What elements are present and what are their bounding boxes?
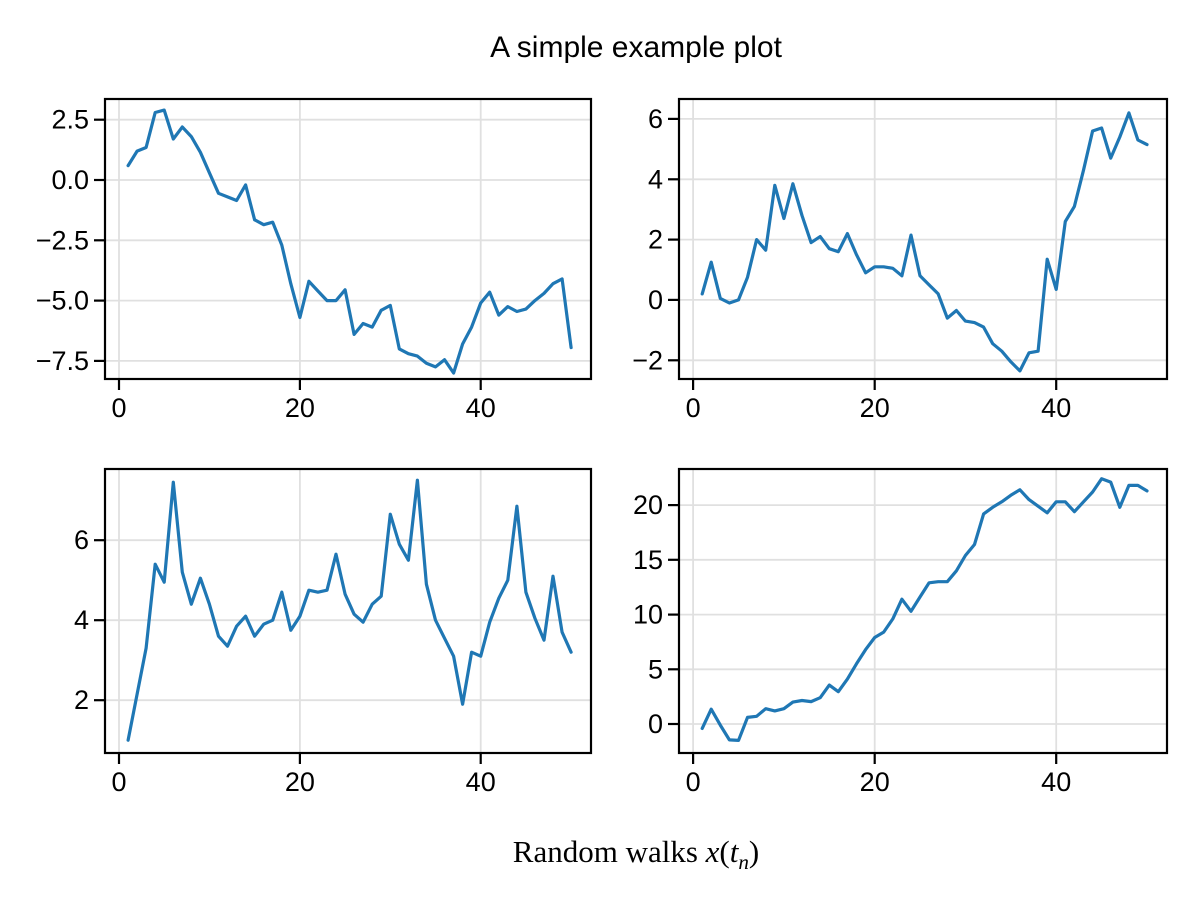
- xlabel-var-x: x: [705, 834, 720, 869]
- x-tick-label: 40: [1041, 393, 1071, 423]
- y-tick-label: −2.5: [36, 225, 89, 255]
- series-line: [700, 111, 1149, 373]
- xlabel-var-t: t: [729, 834, 739, 869]
- y-tick-label: 15: [633, 545, 663, 575]
- x-tick-label: 0: [111, 393, 126, 423]
- y-tick-label: 4: [74, 605, 89, 635]
- y-tick-label: −7.5: [36, 346, 89, 376]
- x-tick-label: 20: [860, 767, 890, 797]
- x-tick-label: 0: [111, 767, 126, 797]
- x-tick-label: 20: [285, 767, 315, 797]
- series-line: [126, 478, 573, 742]
- series-line: [700, 477, 1149, 743]
- x-tick-label: 40: [466, 393, 496, 423]
- y-tick-label: 4: [648, 164, 663, 194]
- y-tick-label: 2: [648, 225, 663, 255]
- xlabel-paren-close: ): [748, 834, 760, 869]
- x-tick-label: 20: [285, 393, 315, 423]
- subplot-bottom-left: 0 20 40 6 4 2: [74, 467, 593, 797]
- x-tick-label: 40: [1041, 767, 1071, 797]
- y-tick-label: 5: [648, 654, 663, 684]
- x-tick-label: 0: [686, 767, 701, 797]
- axes-spines: [677, 467, 1169, 755]
- subplot-bottom-right: 0 20 40 20 15 10 5 0: [633, 467, 1169, 797]
- y-tick-label: 0.0: [51, 165, 89, 195]
- subplot-top-left: 0 20 40 2.5 0.0 −2.5 −5.0 −7.5: [36, 97, 593, 423]
- axes-spines: [103, 467, 593, 755]
- x-tick-label: 40: [466, 767, 496, 797]
- xlabel-paren-open: (: [719, 834, 730, 869]
- axes-spines: [677, 97, 1169, 381]
- plot-title: A simple example plot: [490, 31, 782, 64]
- y-tick-label: 2: [74, 685, 89, 715]
- y-tick-label: 10: [633, 600, 663, 630]
- y-tick-label: −5.0: [36, 286, 89, 316]
- xlabel-text: Random walks: [512, 834, 706, 869]
- y-tick-label: 20: [633, 490, 663, 520]
- y-tick-label: 6: [648, 104, 663, 134]
- xlabel-subscript-n: n: [738, 850, 749, 875]
- y-tick-label: 0: [648, 709, 663, 739]
- y-tick-label: 0: [648, 285, 663, 315]
- x-axis-label: Random walks x(tn): [512, 834, 760, 873]
- x-tick-label: 20: [860, 393, 890, 423]
- y-tick-label: −2: [632, 345, 663, 375]
- y-tick-label: 6: [74, 525, 89, 555]
- x-tick-label: 0: [686, 393, 701, 423]
- series-line: [126, 108, 573, 375]
- axes-spines: [103, 97, 593, 381]
- y-tick-label: 2.5: [51, 105, 89, 135]
